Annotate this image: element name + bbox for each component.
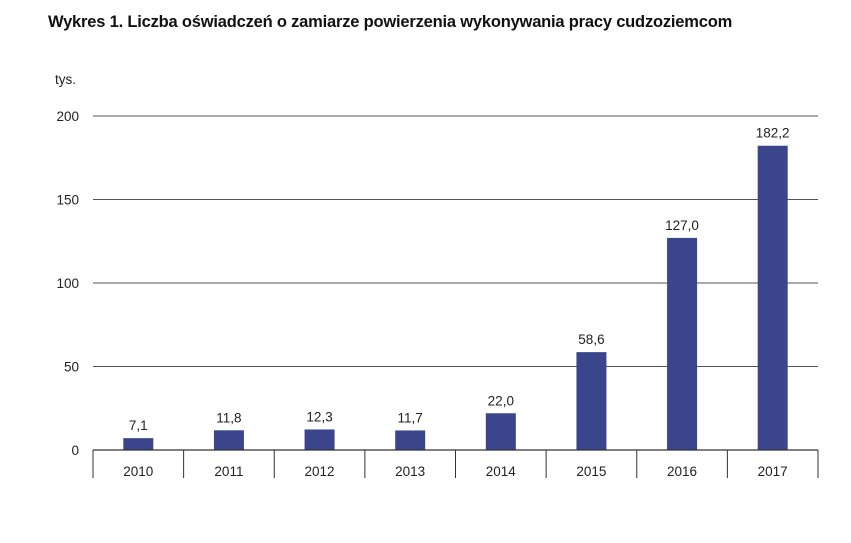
gridlines (93, 115, 818, 367)
y-tick-label: 100 (56, 276, 79, 291)
x-tick-label: 2015 (576, 464, 606, 479)
y-axis-ticks: 0 50 100 150 200 (56, 109, 79, 458)
x-tick-label: 2013 (395, 464, 425, 479)
x-tick-label: 2010 (123, 464, 153, 479)
bar-2017 (757, 145, 788, 450)
data-label-2014: 22,0 (488, 393, 514, 408)
x-tick-label: 2016 (667, 464, 697, 479)
data-label-2015: 58,6 (578, 332, 604, 347)
x-tick-label: 2014 (486, 464, 517, 479)
y-tick-label: 0 (71, 443, 79, 458)
bar-2014 (485, 413, 516, 450)
data-label-2017: 182,2 (756, 126, 790, 141)
bar-2013 (395, 430, 426, 450)
bars (123, 145, 788, 450)
data-label-2012: 12,3 (306, 409, 332, 424)
x-tick-label: 2011 (214, 464, 243, 479)
bar-2015 (576, 352, 607, 450)
bar-2016 (667, 237, 698, 450)
chart-title: Wykres 1. Liczba oświadczeń o zamiarze p… (48, 13, 733, 31)
y-tick-label: 150 (56, 193, 79, 208)
data-label-2010: 7,1 (129, 418, 148, 433)
x-tick-label: 2017 (758, 464, 788, 479)
data-label-2013: 11,7 (398, 410, 423, 425)
data-label-2011: 11,8 (216, 410, 241, 425)
x-tick-label: 2012 (305, 464, 335, 479)
bar-2010 (123, 438, 154, 450)
y-tick-label: 200 (56, 109, 79, 124)
data-label-2016: 127,0 (665, 218, 699, 233)
bar-2012 (304, 429, 335, 450)
y-tick-label: 50 (64, 360, 79, 375)
bar-2011 (213, 430, 244, 450)
y-axis-unit: tys. (55, 72, 76, 87)
data-labels: 7,1 11,8 12,3 11,7 22,0 58,6 127,0 182,2 (129, 126, 790, 433)
x-axis: 2010 2011 2012 2013 2014 2015 2016 2017 (92, 449, 819, 479)
